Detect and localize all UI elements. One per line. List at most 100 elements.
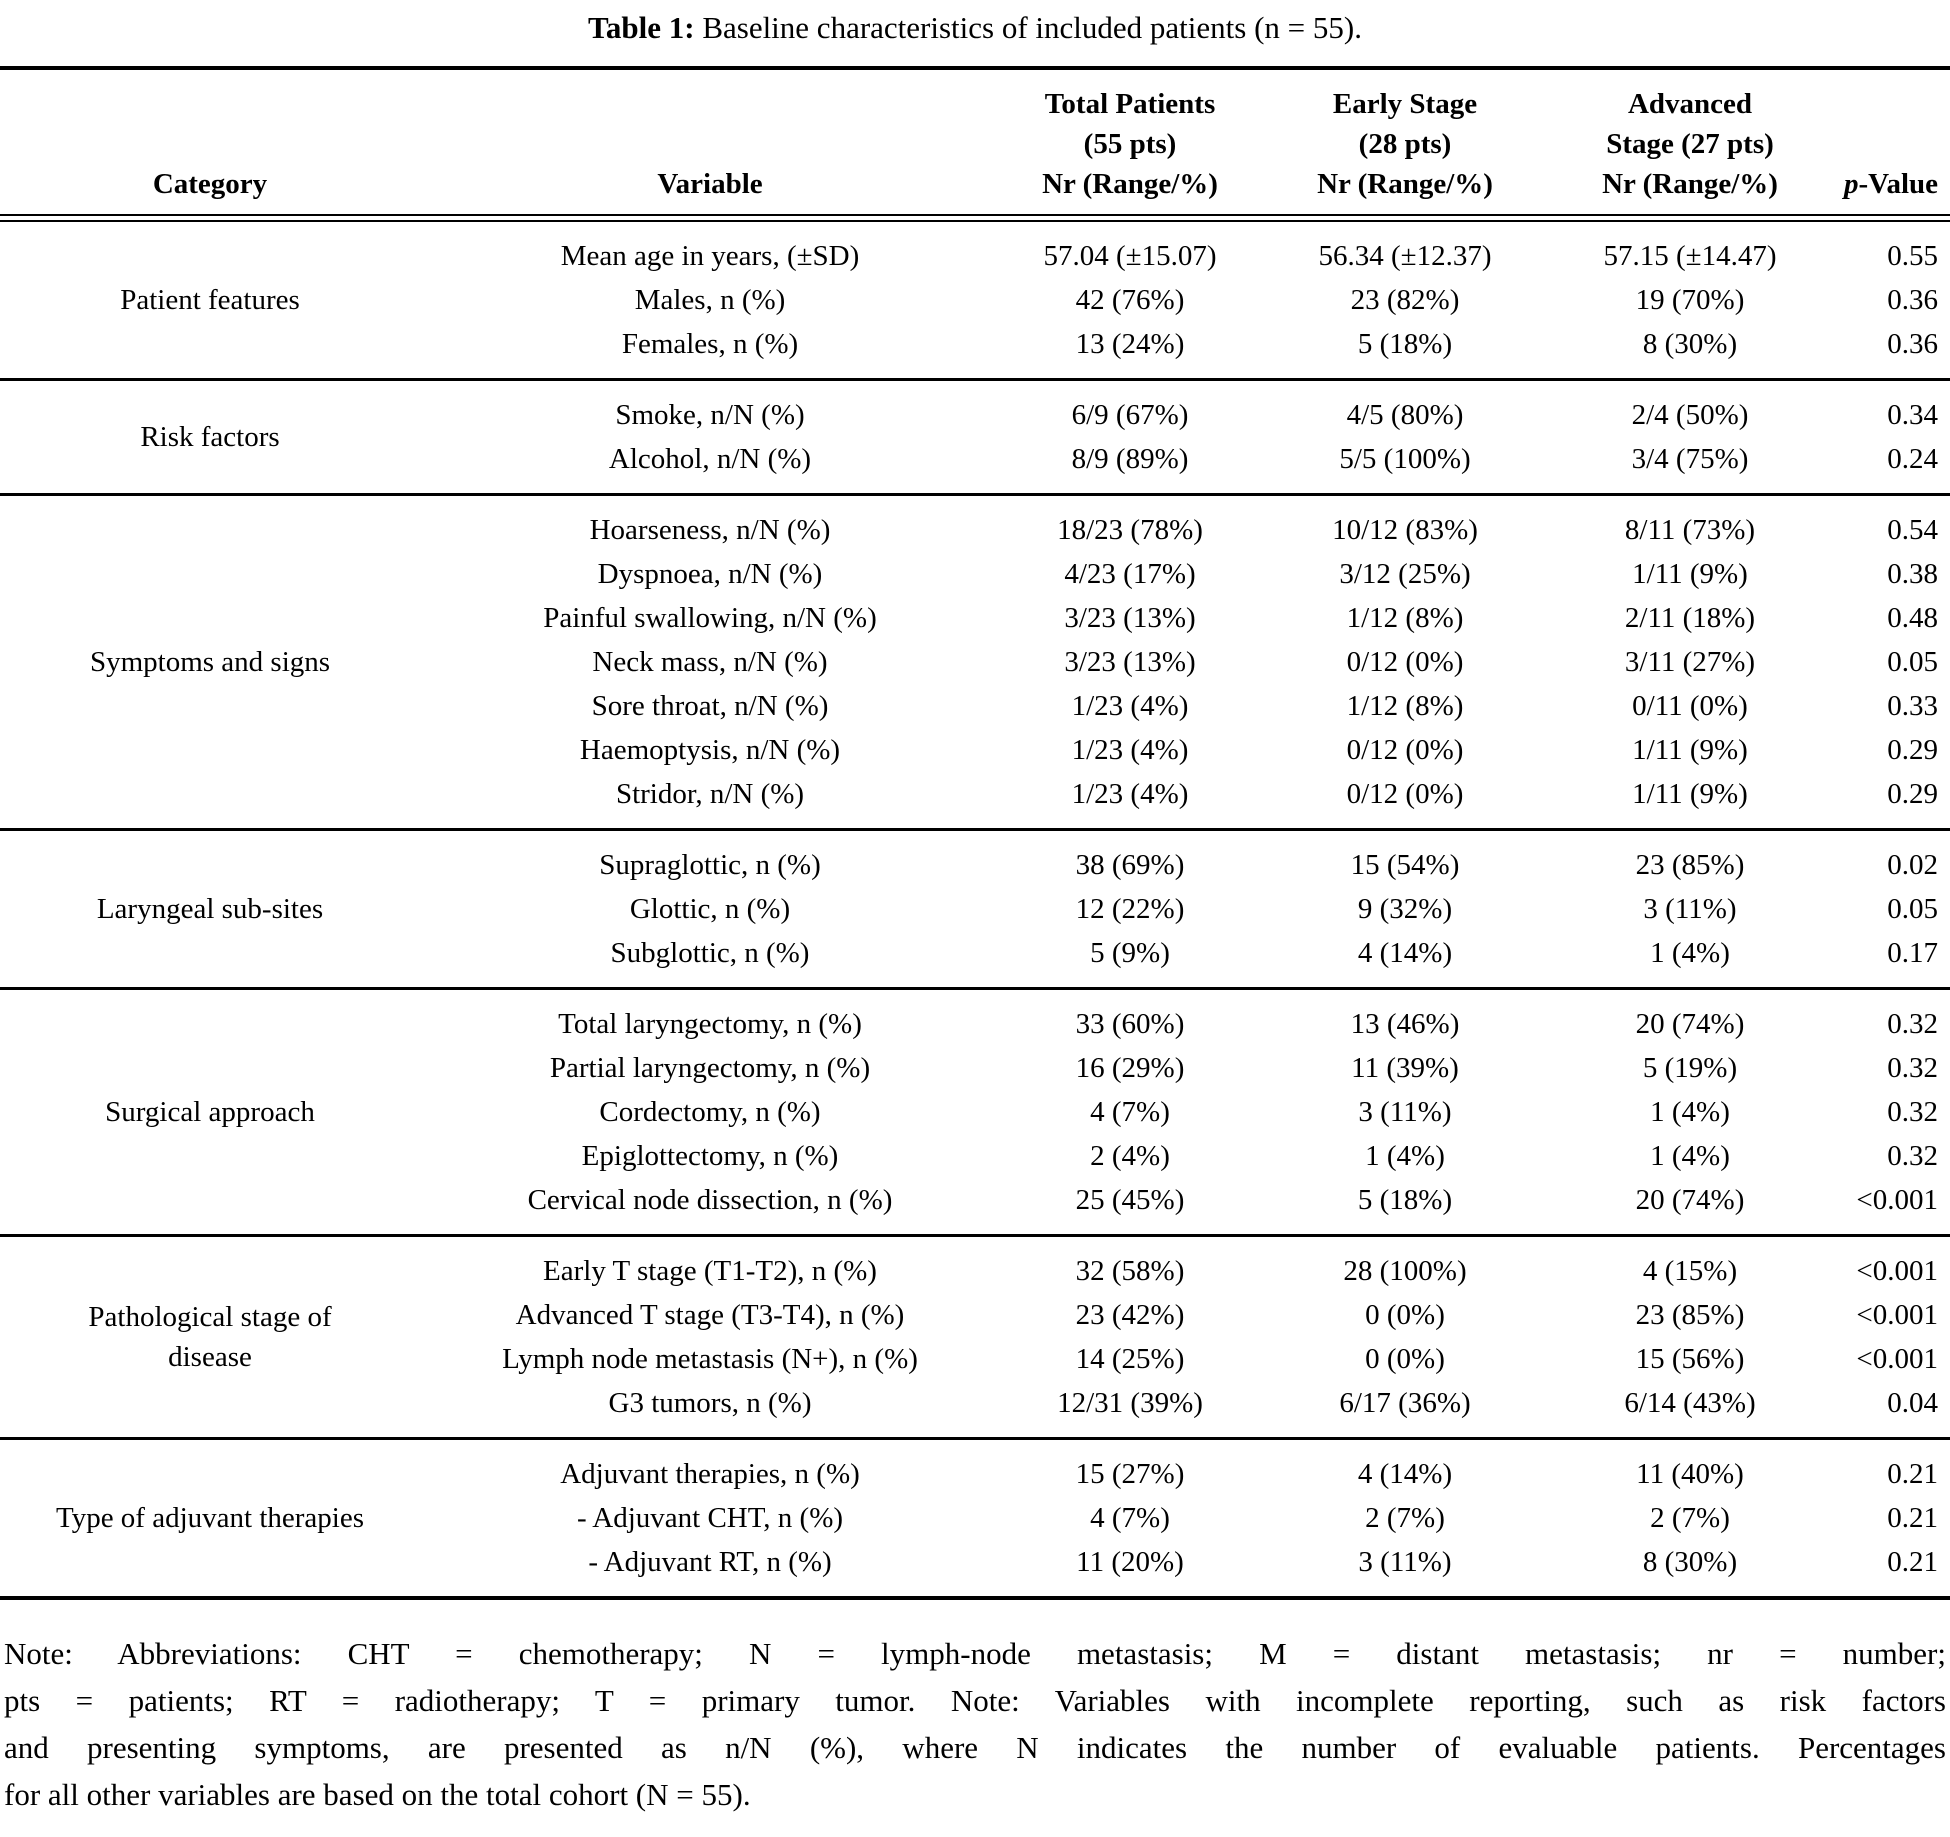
cell-early: 5/5 (100%) [1339, 443, 1471, 475]
cell-early: 9 (32%) [1357, 893, 1453, 925]
cell-pvalue: 0.38 [1887, 558, 1938, 590]
cell-variable: Females, n (%) [621, 328, 799, 360]
cell-early: 15 (54%) [1350, 849, 1460, 881]
cell-pvalue: 0.36 [1887, 328, 1938, 360]
section-laryngeal-sub-sites: Laryngeal sub-sites Supraglottic, n (%) … [0, 828, 1950, 987]
section-pathological-stage: Pathological stage of disease Early T st… [0, 1234, 1950, 1437]
cell-advanced: 23 (85%) [1635, 1299, 1745, 1331]
cell-advanced: 3/4 (75%) [1631, 443, 1749, 475]
table-row: Dyspnoea, n/N (%) 4/23 (17%) 3/12 (25%) … [420, 552, 1950, 596]
table-header-row: Category Variable Total Patients (55 pts… [0, 70, 1950, 214]
cell-early: 3 (11%) [1358, 1096, 1452, 1128]
cell-early: 0/12 (0%) [1346, 778, 1464, 810]
cell-pvalue: 0.21 [1887, 1546, 1938, 1578]
cell-variable: Stridor, n/N (%) [615, 778, 805, 810]
cell-pvalue: <0.001 [1856, 1184, 1938, 1216]
cell-total: 1/23 (4%) [1071, 734, 1189, 766]
cell-pvalue: <0.001 [1856, 1299, 1938, 1331]
table-row: Painful swallowing, n/N (%) 3/23 (13%) 1… [420, 596, 1950, 640]
cell-variable: Smoke, n/N (%) [615, 399, 805, 431]
table-row: Smoke, n/N (%) 6/9 (67%) 4/5 (80%) 2/4 (… [420, 393, 1950, 437]
category-label: Laryngeal sub-sites [96, 893, 324, 925]
cell-variable: Glottic, n (%) [629, 893, 791, 925]
cell-early: 2 (7%) [1365, 1502, 1445, 1534]
cell-early: 1 (4%) [1365, 1140, 1445, 1172]
table-row: Early T stage (T1-T2), n (%) 32 (58%) 28… [420, 1249, 1950, 1293]
cell-early: 0 (0%) [1365, 1299, 1445, 1331]
table-row: Subglottic, n (%) 5 (9%) 4 (14%) 1 (4%) … [420, 931, 1950, 975]
cell-early: 6/17 (36%) [1339, 1387, 1471, 1419]
cell-pvalue: 0.02 [1887, 849, 1938, 881]
cell-pvalue: 0.29 [1887, 778, 1938, 810]
cell-total: 16 (29%) [1075, 1052, 1185, 1084]
cell-early: 10/12 (83%) [1332, 514, 1478, 546]
cell-advanced: 0/11 (0%) [1632, 690, 1748, 722]
table-title-text: Baseline characteristics of included pat… [694, 10, 1362, 45]
cell-total: 33 (60%) [1075, 1008, 1185, 1040]
section-patient-features: Patient features Mean age in years, (±SD… [0, 222, 1950, 378]
cell-early: 3/12 (25%) [1339, 558, 1471, 590]
cell-advanced: 8 (30%) [1642, 1546, 1738, 1578]
cell-total: 23 (42%) [1075, 1299, 1185, 1331]
table-row: Adjuvant therapies, n (%) 15 (27%) 4 (14… [420, 1452, 1950, 1496]
cell-advanced: 2 (7%) [1650, 1502, 1730, 1534]
table-row: - Adjuvant RT, n (%) 11 (20%) 3 (11%) 8 … [420, 1540, 1950, 1584]
cell-advanced: 8/11 (73%) [1624, 514, 1756, 546]
cell-total: 6/9 (67%) [1071, 399, 1189, 431]
cell-pvalue: 0.32 [1887, 1140, 1938, 1172]
table-row: Stridor, n/N (%) 1/23 (4%) 0/12 (0%) 1/1… [420, 772, 1950, 816]
cell-pvalue: 0.04 [1887, 1387, 1938, 1419]
cell-total: 1/23 (4%) [1071, 778, 1189, 810]
cell-total: 4 (7%) [1090, 1096, 1170, 1128]
cell-total: 3/23 (13%) [1064, 602, 1196, 634]
cell-advanced: 3/11 (27%) [1624, 646, 1756, 678]
cell-variable: Total laryngectomy, n (%) [558, 1008, 862, 1040]
table-row: Hoarseness, n/N (%) 18/23 (78%) 10/12 (8… [420, 508, 1950, 552]
cell-pvalue: <0.001 [1856, 1255, 1938, 1287]
cell-pvalue: 0.21 [1887, 1502, 1938, 1534]
cell-total: 42 (76%) [1075, 284, 1185, 316]
cell-total: 4/23 (17%) [1064, 558, 1196, 590]
cell-early: 56.34 (±12.37) [1318, 240, 1492, 272]
cell-advanced: 20 (74%) [1635, 1008, 1745, 1040]
category-label: Surgical approach [105, 1096, 315, 1128]
cell-total: 3/23 (13%) [1064, 646, 1196, 678]
cell-variable: G3 tumors, n (%) [608, 1387, 812, 1419]
header-variable: Variable [657, 168, 763, 200]
cell-advanced: 1/11 (9%) [1632, 734, 1748, 766]
cell-variable: Cordectomy, n (%) [599, 1096, 821, 1128]
section-symptoms-and-signs: Symptoms and signs Hoarseness, n/N (%) 1… [0, 493, 1950, 828]
cell-total: 14 (25%) [1075, 1343, 1185, 1375]
category-label: Symptoms and signs [89, 646, 331, 678]
cell-advanced: 23 (85%) [1635, 849, 1745, 881]
cell-variable: Neck mass, n/N (%) [592, 646, 828, 678]
cell-variable: Advanced T stage (T3-T4), n (%) [515, 1299, 905, 1331]
cell-pvalue: 0.17 [1887, 937, 1938, 969]
cell-variable: Haemoptysis, n/N (%) [579, 734, 841, 766]
cell-advanced: 2/4 (50%) [1631, 399, 1749, 431]
cell-advanced: 6/14 (43%) [1624, 1387, 1756, 1419]
footnote-line: Note: Abbreviations: CHT = chemotherapy;… [4, 1636, 1946, 1671]
cell-variable: Partial laryngectomy, n (%) [549, 1052, 871, 1084]
cell-variable: Supraglottic, n (%) [599, 849, 821, 881]
cell-pvalue: 0.55 [1887, 240, 1938, 272]
cell-pvalue: 0.32 [1887, 1052, 1938, 1084]
cell-advanced: 4 (15%) [1642, 1255, 1738, 1287]
cell-pvalue: 0.21 [1887, 1458, 1938, 1490]
cell-early: 0/12 (0%) [1346, 646, 1464, 678]
header-early-stage: Early Stage (28 pts) Nr (Range/%) [1317, 88, 1493, 200]
cell-total: 12/31 (39%) [1057, 1387, 1203, 1419]
cell-early: 1/12 (8%) [1346, 602, 1464, 634]
cell-early: 23 (82%) [1350, 284, 1460, 316]
cell-pvalue: 0.48 [1887, 602, 1938, 634]
header-double-rule [0, 214, 1950, 222]
table-row: Males, n (%) 42 (76%) 23 (82%) 19 (70%) … [420, 278, 1950, 322]
cell-early: 1/12 (8%) [1346, 690, 1464, 722]
cell-advanced: 19 (70%) [1635, 284, 1745, 316]
header-category: Category [152, 168, 268, 200]
cell-pvalue: <0.001 [1856, 1343, 1938, 1375]
cell-pvalue: 0.32 [1887, 1008, 1938, 1040]
cell-early: 4/5 (80%) [1346, 399, 1464, 431]
table-row: Epiglottectomy, n (%) 2 (4%) 1 (4%) 1 (4… [420, 1134, 1950, 1178]
